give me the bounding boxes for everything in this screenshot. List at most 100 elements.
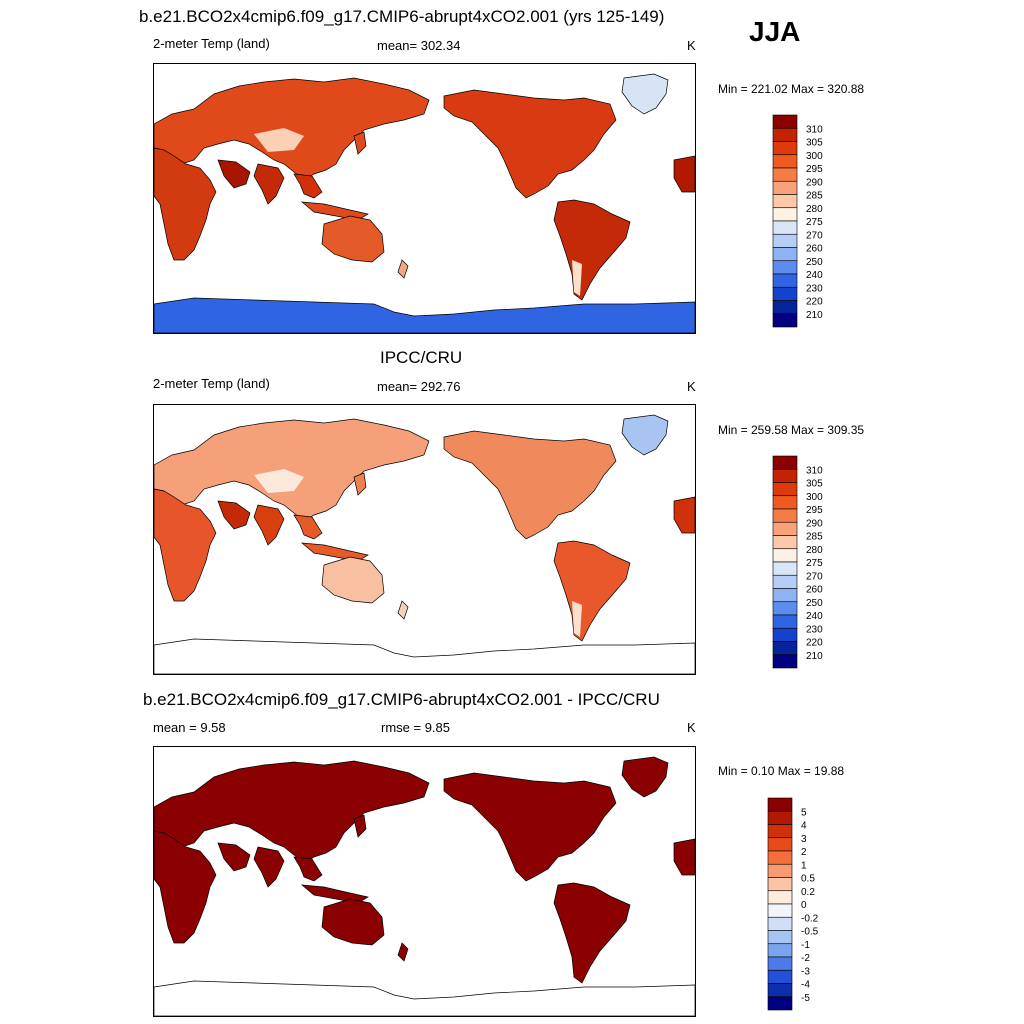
- colorbar-swatch: [772, 154, 798, 169]
- colorbar-tick-label: 290: [806, 177, 823, 188]
- panel1-map: [153, 63, 696, 334]
- colorbar-swatch: [772, 220, 798, 235]
- panel3-rmse-label: rmse = 9.85: [381, 720, 451, 735]
- panel2-minmax: Min = 259.58 Max = 309.35: [718, 423, 865, 437]
- colorbar-swatch: [772, 455, 798, 470]
- panel3-colorbar: 5 4 3 2 1 0.5 0.2 0 -0.2 -0.5 -1 -2 -3 -4 -5: [767, 797, 852, 1017]
- colorbar-tick-label: 275: [806, 217, 823, 228]
- eurasia-region: [154, 77, 430, 181]
- panel2-variable-label: 2-meter Temp (land): [153, 376, 270, 391]
- colorbar-swatch: [767, 797, 793, 812]
- andes-region: [572, 601, 582, 637]
- cbar2-svg: 310 305 300 295 290 285 280 275 270 260 250 240 230 2…: [772, 455, 823, 669]
- colorbar-swatch: [772, 535, 798, 550]
- colorbar-tick-label: 240: [806, 270, 823, 281]
- antarctica-region: [154, 980, 695, 1016]
- seasia-region: [293, 514, 323, 540]
- colorbar-tick-label: 295: [806, 505, 823, 516]
- greenland-region: [621, 756, 669, 798]
- colorbar-swatch: [767, 863, 793, 878]
- colorbar-tick-label: 310: [806, 124, 823, 135]
- colorbar-tick-label: 305: [806, 138, 823, 149]
- colorbar-swatch: [772, 482, 798, 497]
- colorbar-tick-label: -5: [801, 993, 810, 1004]
- colorbar-swatch: [767, 824, 793, 839]
- map3-svg: [154, 756, 695, 1016]
- westafrica-region: [673, 496, 695, 534]
- colorbar-tick-label: -3: [801, 966, 810, 977]
- australia-region: [321, 215, 385, 263]
- colorbar-tick-label: 210: [806, 310, 823, 321]
- nz-region: [397, 600, 409, 620]
- japan-region: [353, 814, 367, 838]
- eurasia-region: [154, 418, 430, 522]
- colorbar-swatch: [772, 627, 798, 642]
- colorbar-tick-label: 260: [806, 244, 823, 255]
- colorbar-swatch: [767, 983, 793, 998]
- colorbar-swatch: [767, 903, 793, 918]
- australia-region: [321, 898, 385, 946]
- tibet-region: [254, 128, 304, 152]
- colorbar-swatch: [772, 654, 798, 669]
- colorbar-tick-label: 285: [806, 532, 823, 543]
- africa-region: [154, 488, 217, 602]
- namerica-region: [443, 772, 617, 882]
- panel3-units-label: K: [687, 720, 696, 735]
- colorbar-tick-label: 0: [801, 900, 807, 911]
- arabia-region: [217, 500, 251, 530]
- colorbar-swatch: [772, 468, 798, 483]
- colorbar-tick-label: 280: [806, 204, 823, 215]
- antarctica-region: [154, 297, 695, 333]
- colorbar-swatch: [772, 521, 798, 536]
- colorbar-tick-label: 2: [801, 847, 807, 858]
- colorbar-swatch: [767, 850, 793, 865]
- colorbar-tick-label: 0.2: [801, 887, 815, 898]
- antarctica-region: [154, 638, 695, 674]
- colorbar-tick-label: 220: [806, 638, 823, 649]
- colorbar-swatch: [772, 273, 798, 288]
- africa-region: [154, 830, 217, 944]
- colorbar-swatch: [767, 969, 793, 984]
- seasia-region: [293, 173, 323, 199]
- colorbar-tick-label: 4: [801, 821, 807, 832]
- arabia-region: [217, 842, 251, 872]
- japan-region: [353, 472, 367, 496]
- colorbar-swatch: [767, 996, 793, 1011]
- panel1-variable-label: 2-meter Temp (land): [153, 36, 270, 51]
- colorbar-tick-label: 270: [806, 571, 823, 582]
- colorbar-swatch: [767, 916, 793, 931]
- colorbar-tick-label: 300: [806, 492, 823, 503]
- colorbar-swatch: [772, 141, 798, 156]
- colorbar-swatch: [772, 641, 798, 656]
- panel1-minmax: Min = 221.02 Max = 320.88: [718, 82, 865, 96]
- colorbar-tick-label: 295: [806, 164, 823, 175]
- panel1-units-label: K: [687, 38, 696, 53]
- colorbar-swatch: [772, 127, 798, 142]
- colorbar-tick-label: 310: [806, 465, 823, 476]
- colorbar-tick-label: -2: [801, 953, 810, 964]
- westafrica-region: [673, 838, 695, 876]
- colorbar-tick-label: 230: [806, 283, 823, 294]
- arabia-region: [217, 159, 251, 189]
- colorbar-tick-label: 290: [806, 518, 823, 529]
- colorbar-tick-label: -4: [801, 980, 810, 991]
- panel1-title: b.e21.BCO2x4cmip6.f09_g17.CMIP6-abrupt4x…: [139, 7, 665, 26]
- colorbar-tick-label: 305: [806, 479, 823, 490]
- greenland-region: [621, 73, 669, 115]
- colorbar-swatch: [767, 810, 793, 825]
- season-label: JJA: [749, 16, 801, 47]
- colorbar-tick-label: 260: [806, 585, 823, 596]
- colorbar-tick-label: 3: [801, 834, 807, 845]
- colorbar-tick-label: 220: [806, 297, 823, 308]
- colorbar-tick-label: -1: [801, 940, 810, 951]
- panel1-colorbar: 310 305 300 295 290 285 280 275 270 260 250 240 230 2…: [772, 114, 857, 334]
- colorbar-swatch: [772, 194, 798, 209]
- map2-svg: [154, 414, 695, 674]
- colorbar-swatch: [772, 495, 798, 510]
- panel1-mean-label: mean= 302.34: [377, 38, 461, 53]
- panel2-colorbar: 310 305 300 295 290 285 280 275 270 260 250 240 230 2…: [772, 455, 857, 675]
- colorbar-tick-label: 285: [806, 191, 823, 202]
- colorbar-swatch: [767, 877, 793, 892]
- australia-region: [321, 556, 385, 604]
- colorbar-tick-label: 0.5: [801, 874, 815, 885]
